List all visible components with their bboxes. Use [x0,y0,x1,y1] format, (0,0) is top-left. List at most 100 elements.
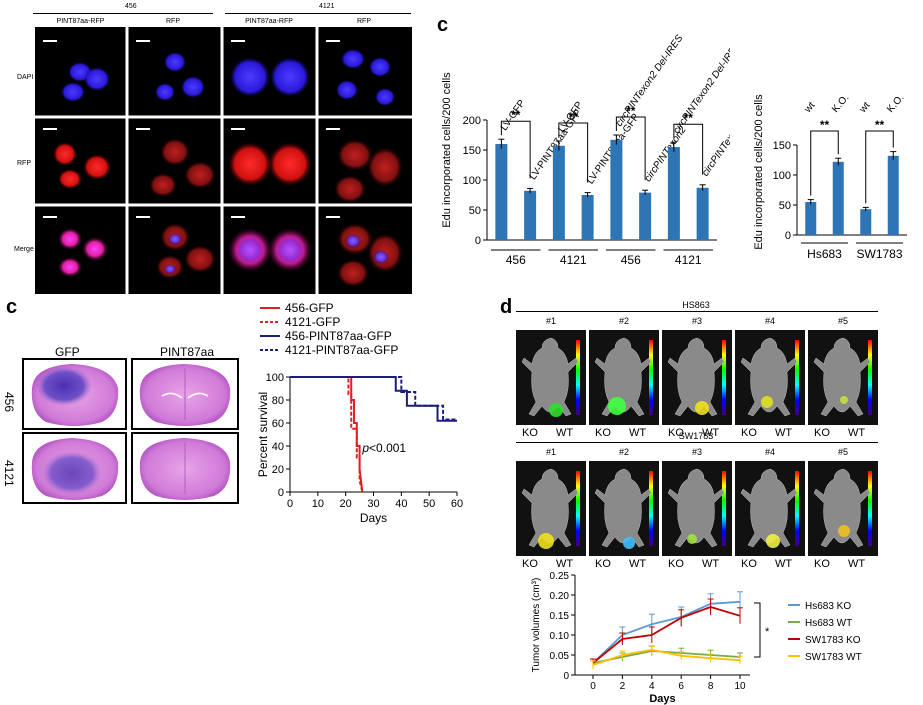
hs863-line [516,311,878,312]
wt-label-hs863-1: WT [556,427,574,439]
y-axis-label: Tumor volumes (cm³) [531,578,542,673]
group-line-456 [33,13,213,14]
bar-3 [552,145,565,240]
mouse-image-sw1783-2 [589,461,659,556]
bar-1 [805,202,817,235]
mouse-label-sw1783-2: #2 [618,447,629,457]
mouse-image-hs863-1 [516,330,586,425]
x-tick-label: 20 [340,498,352,510]
mouse-label-hs863-5: #5 [837,316,848,326]
group-label-1: Hs683 [807,247,842,261]
bar-8 [696,187,709,240]
y-tick-label: 0.25 [550,571,570,582]
col-label-3: PINT87aa-RFP [245,18,293,25]
tile-rfp-1 [53,142,111,189]
y-tick-label: 20 [272,464,284,476]
x-tick-label: 40 [395,498,407,510]
ko-label-hs863-1: KO [522,427,538,439]
p-value-annotation: p<0.001 [361,441,406,455]
bar-4 [581,195,594,240]
mouse-image-hs863-3 [662,330,732,425]
brain-gfp-4121 [22,432,127,504]
mouse-image-sw1783-1 [516,461,586,556]
mouse-image-hs863-4 [735,330,805,425]
tile-dapi-3 [230,57,310,97]
y-tick-label: 40 [272,441,284,453]
x-tick-label: 10 [734,681,746,692]
ko-label-sw1783-3: KO [668,558,684,570]
wt-label-sw1783-2: WT [629,558,647,570]
tile-dapi-1 [61,62,110,102]
y-tick-label: 50 [779,200,791,212]
mouse-image-hs863-2 [589,330,659,425]
legend-label-2: 4121-GFP [285,315,340,329]
y-tick-label: 0.20 [550,591,570,602]
survival-line-3 [290,376,457,422]
mouse-image-sw1783-5 [808,461,878,556]
mouse-label-sw1783-5: #5 [837,447,848,457]
x-tick-label: 8 [708,681,714,692]
y-tick-label: 60 [272,418,284,430]
y-tick-label: 150 [463,145,481,157]
y-tick-label: 80 [272,395,284,407]
edu-bar-chart: 0 50 100 150 200 Edu incorporated cells/200 c… [441,33,730,267]
tile-rfp-4 [334,139,403,203]
ko-label-sw1783-5: KO [814,558,830,570]
bar-label-2: K.O. [830,93,851,115]
wt-label-hs863-2: WT [629,427,647,439]
x-axis-label: Days [360,511,387,525]
y-tick-label: 50 [469,205,481,217]
group-label-4121: 4121 [319,3,335,10]
tile-rfp-3 [228,142,312,186]
mouse-label-hs863-3: #3 [691,316,702,326]
wt-label-hs863-5: WT [848,427,866,439]
bioluminescence-spot [838,525,850,537]
col-label-1: PINT87aa-RFP [56,18,105,25]
sig-bracket-1 [500,120,531,179]
x-tick-label: 6 [678,681,684,692]
legend-label-3: SW1783 KO [805,635,861,646]
bar-3 [860,209,872,235]
bioluminescence-spot [608,397,626,415]
row-label-dapi: DAPI [17,74,34,81]
legend-label-1: Hs683 KO [805,601,851,612]
sig-star: * [765,626,770,638]
y-tick-label: 0 [475,235,481,247]
sig-star-1: ** [820,118,830,132]
tile-merge-4 [337,223,403,287]
bar-label-1: wt [802,100,818,116]
y-tick-label: 100 [773,170,791,182]
mouse-label-sw1783-4: #4 [764,447,775,457]
bioluminescence-spot [538,533,554,549]
bar-6 [639,192,652,240]
bar-label-5: circPINTexon2 Del-IRES [614,33,686,129]
brain-pint87aa-4121 [131,432,239,504]
wt-label-sw1783-3: WT [702,558,720,570]
panel-letter-c-top: c [437,14,449,36]
volume-line-4 [592,648,741,666]
x-axis-label: Days [649,693,675,705]
wt-label-hs863-4: WT [775,427,793,439]
group-label-2: 4121 [560,253,587,267]
ko-label-sw1783-1: KO [522,558,538,570]
wt-label-sw1783-5: WT [848,558,866,570]
legend-label-4: 4121-PINT87aa-GFP [285,343,398,357]
sig-bracket [754,602,761,658]
y-tick-label: 100 [463,175,481,187]
sig-bracket-1 [810,130,839,196]
bar-label-7: circPINTexon2 Del-IRES [671,40,730,136]
mouse-label-hs863-1: #1 [545,316,556,326]
bar-2 [832,161,844,235]
tile-dapi-4 [336,49,395,106]
ko-label-sw1783-2: KO [595,558,611,570]
tile-merge-1 [58,228,108,277]
wt-label-sw1783-4: WT [775,558,793,570]
bioluminescence-spot [840,396,848,404]
sig-bracket-3 [615,116,646,181]
edu-ko-bar-chart: 0 50 100 150 Edu incorporated cells/200 cell… [753,93,907,261]
panel-letter-c-bottom: c [6,296,18,318]
sw1783-line [516,442,878,443]
row-label-merge: Merge [14,246,34,253]
y-axis-label: Edu incorporated cells/200 cells [441,72,453,228]
brain-gfp-456 [22,358,127,430]
